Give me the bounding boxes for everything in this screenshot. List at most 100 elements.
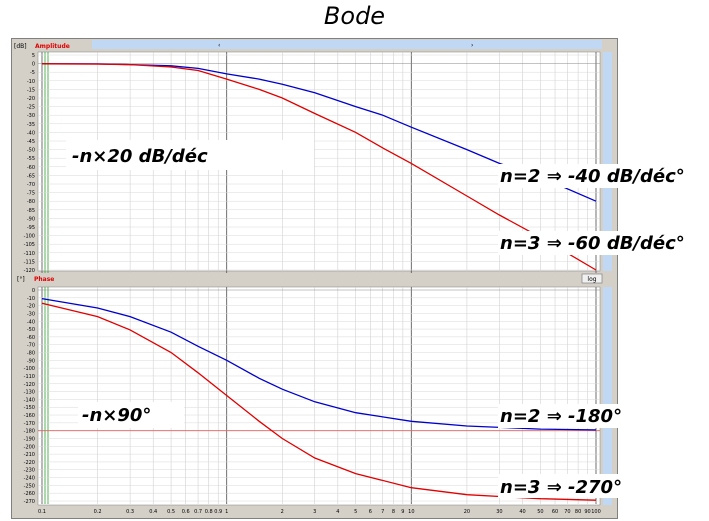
- x-tick-label-16: 8: [392, 509, 395, 515]
- x-tick-label-6: 0.7: [194, 509, 202, 515]
- amplitude-gridlines: [38, 52, 600, 273]
- phase-ytick-label-11: -110: [24, 374, 35, 380]
- phase-unit-label: [°]: [17, 276, 25, 283]
- x-tick-label-17: 9: [401, 509, 404, 515]
- amplitude-ytick-label-24: -115: [24, 259, 35, 265]
- amplitude-ytick-label-13: -60: [27, 165, 35, 171]
- phase-ytick-label-27: -270: [24, 499, 35, 505]
- scroll-right-icon[interactable]: ›: [471, 42, 473, 49]
- amplitude-ytick-label-23: -110: [24, 251, 35, 257]
- phase-ytick-label-14: -140: [24, 397, 35, 403]
- annotation-n3-db: n=3 ⇒ -60 dB/déc°: [500, 233, 685, 254]
- amplitude-y-tick-labels: 5 0 -5 -10 -15 -20 -25 -30 -35 -40 -45 -50 -55 -60 -65…: [24, 53, 35, 274]
- amplitude-ytick-label-11: -50: [27, 148, 35, 154]
- phase-y-tick-labels: 0 -10 -20-30 -40 -50 -60 -70 -80-90 -100 -110 -120…: [24, 288, 35, 505]
- x-tick-label-20: 30: [496, 509, 502, 515]
- amplitude-ytick-label-12: -55: [27, 156, 35, 162]
- amplitude-ytick-label-19: -90: [27, 216, 35, 222]
- amplitude-ytick-label-25: -120: [24, 268, 35, 274]
- amplitude-ytick-label-15: -70: [27, 182, 35, 188]
- annotation-backdrop-n2-db: [498, 164, 706, 188]
- phase-ytick-label-7: -70: [27, 343, 35, 349]
- x-tick-label-11: 3: [313, 509, 316, 515]
- phase-panel-title: Phase: [34, 276, 54, 283]
- phase-ytick-label-15: -150: [24, 405, 35, 411]
- amplitude-ytick-label-1: 0: [32, 62, 35, 68]
- phase-ytick-label-2: -20: [27, 304, 35, 310]
- amplitude-ytick-label-4: -15: [27, 87, 35, 93]
- phase-plot-area: [37, 286, 601, 506]
- phase-ytick-label-10: -100: [24, 366, 35, 372]
- phase-ytick-label-23: -230: [24, 468, 35, 474]
- amplitude-ytick-label-8: -35: [27, 122, 35, 128]
- amplitude-series-1: [41, 63, 597, 271]
- phase-ytick-label-24: -240: [24, 476, 35, 482]
- phase-series-1: [41, 302, 597, 501]
- phase-ytick-label-20: -200: [24, 444, 35, 450]
- annotation-backdrop-n3-phase: [498, 474, 648, 498]
- annotation-n3-phase: n=3 ⇒ -270°: [500, 477, 622, 498]
- x-tick-label-26: 90: [584, 509, 590, 515]
- phase-ytick-label-21: -210: [24, 452, 35, 458]
- phase-ytick-label-4: -40: [27, 319, 35, 325]
- amplitude-ytick-label-5: -20: [27, 96, 35, 102]
- phase-ytick-label-0: 0: [32, 288, 35, 294]
- x-tick-label-1: 0.2: [94, 509, 102, 515]
- phase-ytick-label-9: -90: [27, 358, 35, 364]
- phase-ytick-label-16: -160: [24, 413, 35, 419]
- amplitude-ytick-label-21: -100: [24, 234, 35, 240]
- x-tick-label-19: 20: [464, 509, 470, 515]
- amplitude-header: [dB] Amplitude ‹ ›: [14, 40, 602, 50]
- x-tick-label-5: 0.6: [182, 509, 190, 515]
- x-tick-label-22: 50: [537, 509, 543, 515]
- amplitude-ytick-label-16: -75: [27, 191, 35, 197]
- amplitude-ytick-label-2: -5: [30, 70, 35, 76]
- amplitude-ytick-label-9: -40: [27, 130, 35, 136]
- phase-ytick-label-5: -50: [27, 327, 35, 333]
- amplitude-ytick-label-22: -105: [24, 242, 35, 248]
- phase-vertical-scrollbar[interactable]: [603, 287, 612, 505]
- x-tick-label-23: 60: [552, 509, 558, 515]
- amplitude-unit-label: [dB]: [14, 43, 27, 50]
- x-tick-label-27: 100: [591, 509, 601, 515]
- amplitude-ytick-label-6: -25: [27, 105, 35, 111]
- phase-ytick-label-17: -170: [24, 421, 35, 427]
- x-tick-label-24: 70: [564, 509, 570, 515]
- amplitude-ytick-label-0: 5: [32, 53, 35, 59]
- phase-ytick-label-18: -180: [24, 429, 35, 435]
- horizontal-scrollbar[interactable]: [92, 40, 602, 49]
- phase-ytick-label-19: -190: [24, 436, 35, 442]
- x-tick-label-10: 2: [281, 509, 284, 515]
- amplitude-slope-annotation: -n×20 dB/déc: [72, 146, 208, 167]
- phase-ytick-label-3: -30: [27, 311, 35, 317]
- annotation-n2-phase: n=2 ⇒ -180°: [500, 406, 622, 427]
- x-tick-label-7: 0.8: [205, 509, 213, 515]
- phase-ytick-label-6: -60: [27, 335, 35, 341]
- phase-ytick-label-1: -10: [27, 296, 35, 302]
- x-tick-label-9: 1: [225, 509, 228, 515]
- x-tick-label-15: 7: [381, 509, 384, 515]
- phase-series: [41, 297, 597, 501]
- phase-ytick-label-13: -130: [24, 390, 35, 396]
- amplitude-series: [41, 63, 597, 271]
- amplitude-ytick-label-7: -30: [27, 113, 35, 119]
- annotation-backdrop-n2-phase: [498, 404, 648, 428]
- scroll-left-icon[interactable]: ‹: [218, 42, 220, 49]
- x-tick-label-21: 40: [519, 509, 525, 515]
- log-button[interactable]: [581, 273, 603, 284]
- annotation-backdrop-phase: [78, 402, 184, 428]
- x-tick-label-0: 0.1: [38, 509, 46, 515]
- phase-series-0: [41, 297, 597, 431]
- amplitude-panel-title: Amplitude: [35, 43, 70, 50]
- annotations: -n×20 dB/déc n=2 ⇒ -40 dB/déc° n=3 ⇒ -60…: [66, 140, 706, 498]
- x-tick-label-3: 0.4: [149, 509, 157, 515]
- x-tick-label-4: 0.5: [167, 509, 175, 515]
- log-button-label: log: [587, 276, 596, 283]
- x-tick-label-8: 0.9: [214, 509, 222, 515]
- amplitude-vertical-scrollbar[interactable]: [603, 52, 612, 271]
- annotation-backdrop-amplitude: [66, 140, 314, 170]
- amplitude-ytick-label-10: -45: [27, 139, 35, 145]
- x-tick-label-12: 4: [336, 509, 339, 515]
- amplitude-ytick-label-20: -95: [27, 225, 35, 231]
